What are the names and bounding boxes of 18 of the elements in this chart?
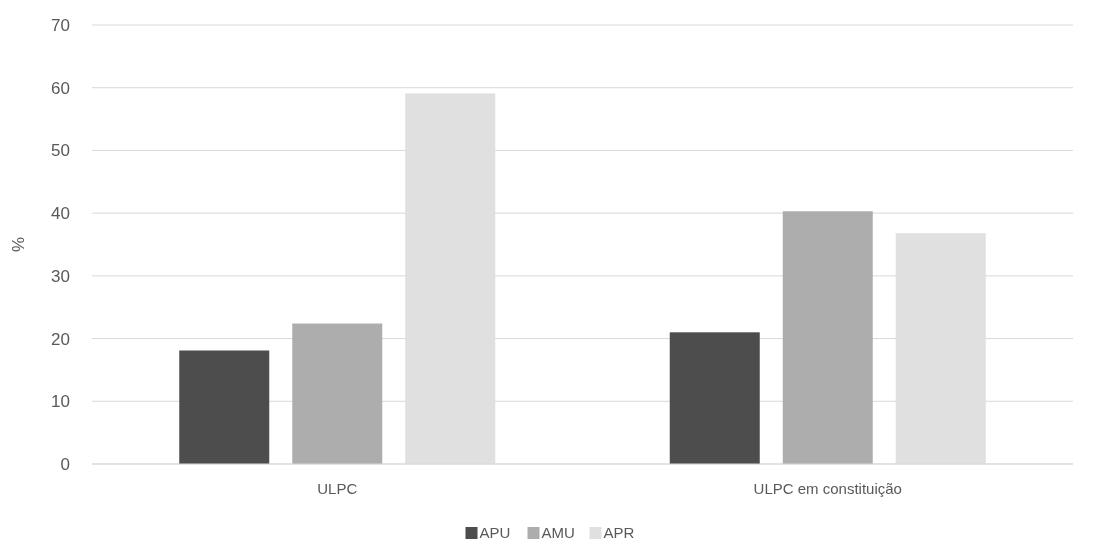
y-tick-label: 20 — [51, 329, 70, 349]
y-tick-label: 0 — [60, 454, 70, 474]
y-tick-label: 50 — [51, 141, 70, 161]
x-tick-label: ULPC — [317, 480, 358, 497]
legend-label: AMU — [541, 524, 575, 541]
y-tick-label: 70 — [51, 15, 70, 35]
y-axis-title: % — [9, 236, 28, 253]
y-tick-label: 60 — [51, 78, 70, 98]
legend-label: APR — [603, 524, 635, 541]
y-tick-label: 30 — [51, 266, 70, 286]
x-tick-label: ULPC em constituição — [753, 480, 902, 497]
bar — [782, 211, 873, 464]
bar — [292, 323, 383, 464]
y-tick-label: 40 — [51, 204, 70, 224]
y-tick-label: 10 — [51, 392, 70, 412]
bar — [179, 350, 270, 464]
bar — [669, 332, 760, 464]
legend-label: APU — [479, 524, 511, 541]
